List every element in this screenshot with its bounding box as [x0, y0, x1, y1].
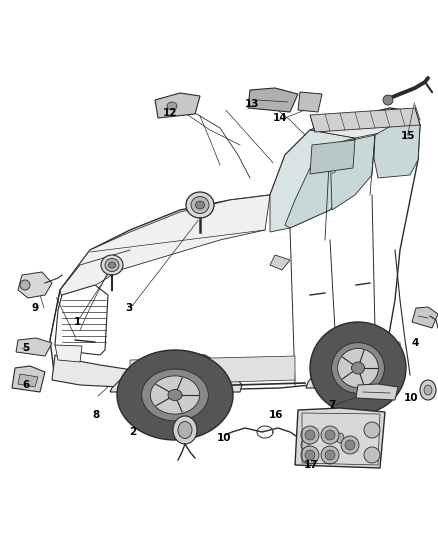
Ellipse shape	[424, 385, 432, 395]
Polygon shape	[356, 384, 398, 400]
Ellipse shape	[310, 322, 406, 414]
Text: 14: 14	[273, 113, 287, 123]
Polygon shape	[12, 366, 45, 392]
Circle shape	[321, 446, 339, 464]
Circle shape	[325, 450, 335, 460]
Circle shape	[364, 447, 380, 463]
Polygon shape	[310, 112, 420, 138]
Ellipse shape	[332, 343, 385, 393]
Ellipse shape	[352, 362, 364, 374]
Polygon shape	[50, 108, 420, 390]
Ellipse shape	[301, 440, 309, 450]
Circle shape	[321, 426, 339, 444]
Polygon shape	[60, 195, 270, 310]
Circle shape	[301, 446, 319, 464]
Ellipse shape	[167, 102, 177, 110]
Circle shape	[325, 430, 335, 440]
Text: 10: 10	[217, 433, 231, 443]
Ellipse shape	[191, 197, 209, 214]
Circle shape	[301, 426, 319, 444]
Polygon shape	[155, 93, 200, 118]
Text: 2: 2	[129, 427, 137, 437]
Ellipse shape	[117, 350, 233, 440]
Ellipse shape	[105, 259, 119, 271]
Polygon shape	[270, 130, 355, 232]
Circle shape	[345, 440, 355, 450]
Ellipse shape	[332, 428, 348, 448]
Polygon shape	[270, 255, 290, 270]
Polygon shape	[110, 352, 242, 392]
Text: 7: 7	[328, 400, 336, 410]
Polygon shape	[295, 408, 385, 468]
Polygon shape	[18, 272, 52, 298]
Text: 13: 13	[245, 99, 259, 109]
Text: 3: 3	[125, 303, 133, 313]
Polygon shape	[18, 374, 38, 387]
Text: 5: 5	[22, 343, 30, 353]
Text: 16: 16	[269, 410, 283, 420]
Ellipse shape	[109, 262, 116, 268]
Ellipse shape	[101, 255, 123, 275]
Circle shape	[20, 280, 30, 290]
Text: 10: 10	[404, 393, 418, 403]
Polygon shape	[285, 138, 355, 228]
Circle shape	[305, 430, 315, 440]
Ellipse shape	[338, 349, 378, 387]
Ellipse shape	[336, 433, 344, 443]
Text: 9: 9	[32, 303, 39, 313]
Text: 17: 17	[304, 460, 318, 470]
Ellipse shape	[141, 369, 208, 421]
Ellipse shape	[168, 390, 182, 400]
Polygon shape	[248, 88, 298, 112]
Polygon shape	[380, 342, 402, 378]
Ellipse shape	[178, 422, 192, 439]
Text: 4: 4	[411, 338, 419, 348]
Polygon shape	[310, 140, 355, 174]
Text: 12: 12	[163, 108, 177, 118]
Text: 15: 15	[401, 131, 415, 141]
Polygon shape	[130, 356, 295, 385]
Polygon shape	[306, 348, 400, 388]
Ellipse shape	[186, 192, 214, 218]
Circle shape	[341, 436, 359, 454]
Text: 6: 6	[22, 380, 30, 390]
Circle shape	[305, 450, 315, 460]
Circle shape	[364, 422, 380, 438]
Text: 8: 8	[92, 410, 99, 420]
Text: 1: 1	[74, 317, 81, 327]
Ellipse shape	[150, 376, 200, 414]
Polygon shape	[310, 108, 420, 132]
Polygon shape	[374, 112, 420, 178]
Polygon shape	[16, 338, 52, 356]
Polygon shape	[298, 92, 322, 112]
Polygon shape	[52, 355, 145, 388]
Polygon shape	[412, 307, 438, 328]
Ellipse shape	[173, 416, 197, 444]
Polygon shape	[55, 285, 108, 355]
Circle shape	[383, 95, 393, 105]
Ellipse shape	[420, 380, 436, 400]
Ellipse shape	[195, 201, 205, 209]
Polygon shape	[330, 135, 375, 210]
Polygon shape	[55, 345, 82, 362]
